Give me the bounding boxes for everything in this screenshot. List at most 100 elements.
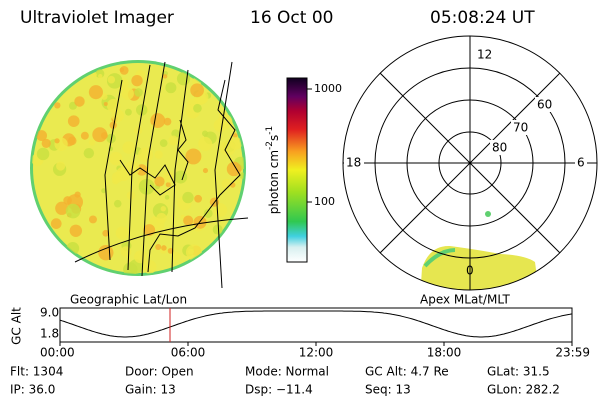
- emission-patch: [187, 248, 194, 255]
- emission-patch: [83, 147, 95, 159]
- x-tick-label: 23:59: [555, 346, 590, 360]
- emission-patch: [131, 74, 143, 87]
- emission-patch: [109, 151, 123, 166]
- emission-patch: [98, 74, 103, 79]
- emission-patch: [155, 243, 162, 250]
- emission-patch: [198, 136, 213, 151]
- emission-patch: [113, 199, 122, 208]
- right-panel-label: Apex MLat/MLT: [420, 293, 510, 307]
- emission-patch: [100, 132, 108, 139]
- colorbar: [286, 77, 308, 263]
- emission-patch: [80, 131, 89, 140]
- coast: [119, 159, 176, 196]
- emission-patch: [156, 212, 167, 224]
- unit-exp: -2: [265, 141, 275, 150]
- emission-patch: [172, 252, 181, 261]
- emission-patch: [115, 226, 130, 240]
- title: Ultraviolet Imager: [20, 8, 174, 28]
- emission-patch: [221, 178, 232, 190]
- meridian: [127, 64, 151, 271]
- left-panel-label: Geographic Lat/Lon: [70, 293, 187, 307]
- emission-patch: [168, 135, 179, 146]
- emission-patch: [155, 231, 162, 238]
- emission-patch: [160, 206, 167, 212]
- unit-exp: -1: [265, 126, 275, 135]
- emission-patch: [65, 203, 81, 219]
- emission-patch: [213, 118, 227, 133]
- emission-patch: [50, 218, 62, 229]
- status-field: Dsp: −11.4: [245, 383, 313, 397]
- emission-patch: [88, 85, 103, 100]
- x-tick-label: 18:00: [427, 346, 462, 360]
- coast: [177, 119, 189, 181]
- lat-label: 60: [537, 98, 552, 112]
- emission-patch: [161, 245, 167, 251]
- emission-patch: [194, 194, 202, 203]
- emission-patch: [134, 250, 148, 264]
- emission-patch: [165, 82, 177, 94]
- status-field: Door: Open: [125, 365, 194, 379]
- emission-texture: [32, 65, 244, 274]
- colorbar-label: photon cm-2s-1: [265, 126, 281, 215]
- emission-patch: [226, 161, 242, 177]
- emission-patch: [203, 209, 213, 218]
- label-bg: [511, 120, 529, 135]
- emission-patch: [119, 67, 125, 73]
- emission-patch: [54, 102, 61, 109]
- emission-patch: [193, 103, 202, 113]
- meridian: [104, 79, 123, 261]
- emission-patch: [36, 147, 50, 161]
- lat-label: 70: [513, 121, 528, 135]
- emission-patch: [164, 195, 170, 200]
- colorbar-tick-label: 1000: [314, 82, 342, 95]
- emission-patch: [232, 133, 238, 138]
- x-tick-label: 06:00: [171, 346, 206, 360]
- emission-patch: [183, 215, 194, 226]
- emission-patch: [98, 245, 114, 261]
- meridian: [171, 69, 189, 273]
- status-field: Gain: 13: [125, 383, 176, 397]
- meridian: [141, 61, 166, 277]
- status-field: Flt: 1304: [10, 365, 63, 379]
- polar-grid: [342, 35, 598, 291]
- emission-patch: [163, 117, 172, 126]
- label-bg: [575, 154, 587, 170]
- emission-patch: [134, 88, 143, 97]
- x-tick-label: 12:00: [299, 346, 334, 360]
- mlt-label: 6: [577, 156, 585, 170]
- emission-patch: [74, 96, 85, 107]
- lat-label: 80: [492, 141, 507, 155]
- label-bg: [476, 48, 492, 62]
- emission-patch: [154, 176, 165, 187]
- emission-patch: [163, 171, 175, 183]
- time: 05:08:24 UT: [430, 8, 535, 28]
- aurora-edge: [423, 248, 456, 268]
- emission-patch: [182, 191, 194, 204]
- emission-patch: [120, 246, 132, 257]
- emission-patch: [212, 224, 223, 235]
- emission-patch: [124, 108, 132, 116]
- mlt-label: 0: [466, 264, 474, 278]
- coast: [147, 79, 241, 273]
- emission-patch: [67, 115, 80, 127]
- emission-patch: [180, 214, 185, 219]
- emission-patch: [111, 171, 123, 183]
- y-axis-label: GC Alt: [10, 307, 24, 345]
- status-field: GLat: 31.5: [487, 365, 550, 379]
- date: 16 Oct 00: [250, 8, 333, 28]
- status-field: GLon: 282.2: [487, 383, 560, 397]
- emission-patch: [159, 139, 168, 147]
- emission-patch: [67, 136, 77, 146]
- emission-patch: [92, 72, 97, 77]
- emission-patch: [165, 182, 171, 188]
- y-tick-label: 1.8: [40, 327, 59, 341]
- emission-patch: [142, 259, 157, 274]
- meridian: [214, 61, 233, 289]
- emission-patch: [122, 141, 135, 154]
- emission-patch: [162, 74, 168, 79]
- emission-patch: [202, 168, 209, 174]
- emission-patch: [109, 121, 117, 129]
- unit: s: [267, 135, 281, 141]
- emission-patch: [103, 101, 108, 106]
